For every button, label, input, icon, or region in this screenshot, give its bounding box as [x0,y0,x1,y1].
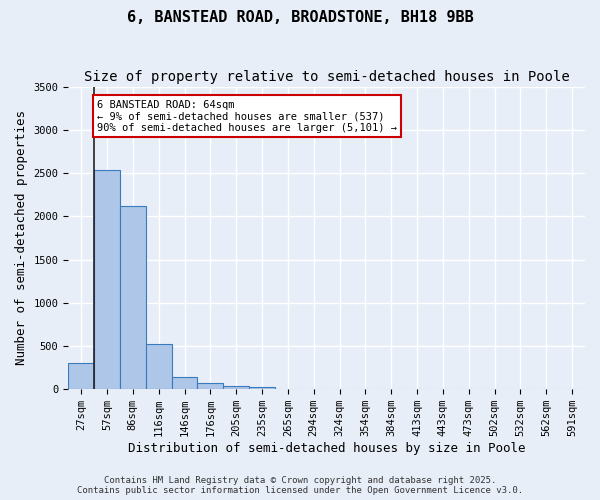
Bar [197,383,223,389]
Bar [172,377,197,389]
Title: Size of property relative to semi-detached houses in Poole: Size of property relative to semi-detach… [84,70,569,84]
X-axis label: Distribution of semi-detached houses by size in Poole: Distribution of semi-detached houses by … [128,442,526,455]
Y-axis label: Number of semi-detached properties: Number of semi-detached properties [15,110,28,366]
Bar [223,386,249,389]
Text: 6, BANSTEAD ROAD, BROADSTONE, BH18 9BB: 6, BANSTEAD ROAD, BROADSTONE, BH18 9BB [127,10,473,25]
Bar [249,386,275,389]
Text: Contains HM Land Registry data © Crown copyright and database right 2025.
Contai: Contains HM Land Registry data © Crown c… [77,476,523,495]
Bar [68,364,94,389]
Bar [120,206,146,389]
Bar [146,344,172,389]
Bar [94,170,120,389]
Text: 6 BANSTEAD ROAD: 64sqm
← 9% of semi-detached houses are smaller (537)
90% of sem: 6 BANSTEAD ROAD: 64sqm ← 9% of semi-deta… [97,100,397,132]
